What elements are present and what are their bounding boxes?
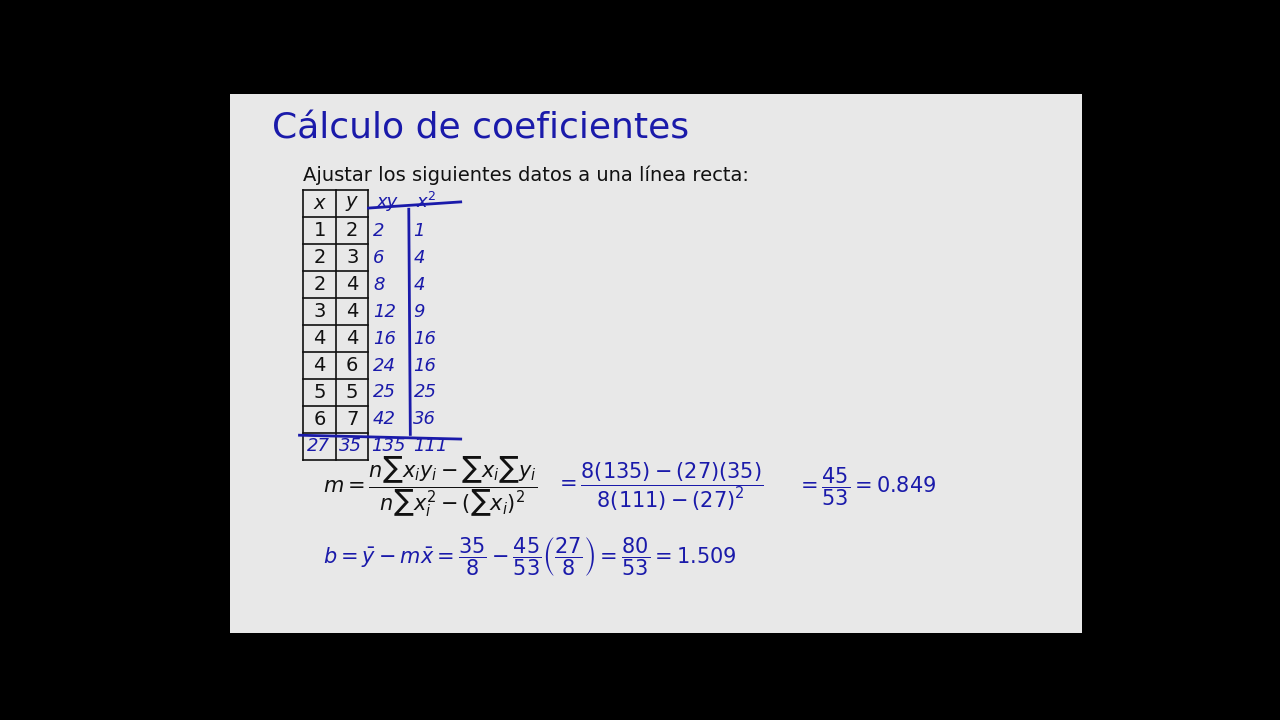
Text: 36: 36 [413,410,436,428]
Bar [229,94,1083,633]
Text: $= \dfrac{8(135)-(27)(35)}{8(111)-(27)^2}$: $= \dfrac{8(135)-(27)(35)}{8(111)-(27)^2… [556,461,764,513]
Text: 5: 5 [346,383,358,402]
Text: Cálculo de coeficientes: Cálculo de coeficientes [273,112,690,145]
Text: $b = \bar{y} - m\bar{x} = \dfrac{35}{8} - \dfrac{45}{53}\left(\dfrac{27}{8}\righ: $b = \bar{y} - m\bar{x} = \dfrac{35}{8} … [323,534,736,577]
Text: 12: 12 [374,302,396,320]
Text: xy: xy [376,193,398,211]
Text: 4: 4 [413,248,425,266]
Text: 4: 4 [314,329,326,348]
Text: 4: 4 [346,275,358,294]
Text: 16: 16 [413,330,436,348]
Text: $y$: $y$ [346,194,360,213]
Text: 135: 135 [371,437,406,455]
Text: 4: 4 [346,329,358,348]
Text: 2: 2 [374,222,384,240]
Text: 42: 42 [374,410,396,428]
Text: 6: 6 [314,410,326,429]
Text: 27: 27 [307,437,330,455]
Text: 5: 5 [314,383,326,402]
Text: 1: 1 [413,222,425,240]
Text: 111: 111 [413,437,448,455]
Text: 2: 2 [314,275,326,294]
Text: 8: 8 [374,276,384,294]
Text: 24: 24 [374,356,396,374]
Text: 4: 4 [346,302,358,321]
Text: 35: 35 [339,437,362,455]
Text: 3: 3 [346,248,358,267]
Text: 2: 2 [314,248,326,267]
Text: 3: 3 [314,302,326,321]
Text: Ajustar los siguientes datos a una línea recta:: Ajustar los siguientes datos a una línea… [303,165,749,185]
Text: 16: 16 [374,330,396,348]
Text: 25: 25 [413,384,436,402]
Text: $= \dfrac{45}{53} = 0.849$: $= \dfrac{45}{53} = 0.849$ [795,466,936,508]
Text: 6: 6 [346,356,358,375]
Text: 7: 7 [346,410,358,429]
Text: 2: 2 [346,221,358,240]
Text: 4: 4 [413,276,425,294]
Text: 6: 6 [374,248,384,266]
Text: $m = \dfrac{n\sum x_i y_i - \sum x_i \sum y_i}{n\sum x_i^2 - (\sum x_i)^2}$: $m = \dfrac{n\sum x_i y_i - \sum x_i \su… [323,454,538,519]
Text: 4: 4 [314,356,326,375]
Text: $x^2$: $x^2$ [416,192,436,212]
Text: 25: 25 [374,384,396,402]
Text: 16: 16 [413,356,436,374]
Text: 1: 1 [314,221,326,240]
Text: 9: 9 [413,302,425,320]
Text: $x$: $x$ [312,194,326,213]
